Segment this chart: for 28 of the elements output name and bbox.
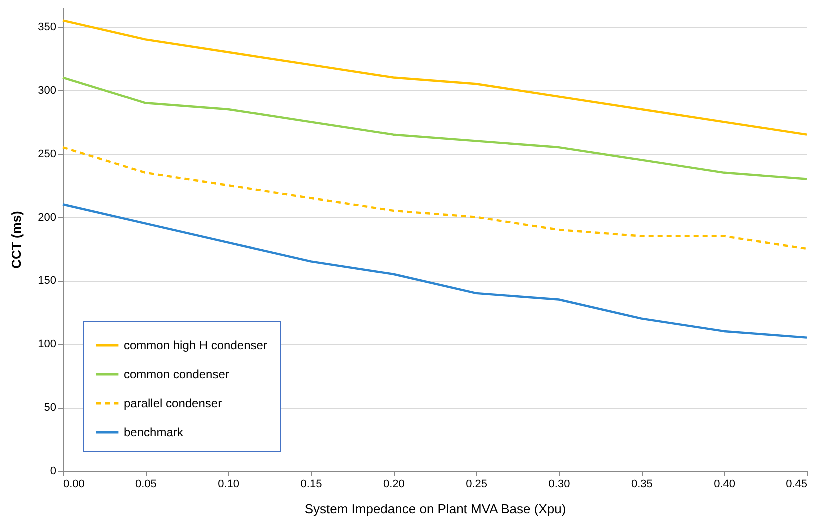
y-tick-label: 350 — [38, 22, 56, 34]
line-series — [62, 20, 808, 136]
y-tick-label: 100 — [38, 338, 56, 351]
y-tick-label: 50 — [44, 402, 56, 414]
x-tick-label: 0.15 — [300, 478, 322, 490]
legend-label: parallel condenser — [124, 396, 222, 410]
y-tick-label: 250 — [38, 148, 56, 160]
x-tick-label: 0.05 — [135, 478, 157, 490]
x-axis-title: System Impedance on Plant MVA Base (Xpu) — [304, 502, 566, 516]
x-tick-label: 0.30 — [548, 478, 570, 490]
y-tick-label: 300 — [38, 84, 56, 97]
line-series — [62, 76, 808, 180]
x-tick-label: 0.45 — [786, 478, 808, 490]
y-tick-label: 0 — [50, 466, 56, 478]
y-axis-title: CCT (ms) — [9, 211, 24, 269]
y-tick-label: 150 — [38, 275, 56, 288]
x-tick-label: 0.25 — [466, 478, 488, 490]
line-series — [62, 146, 808, 250]
line-series — [62, 204, 808, 339]
y-tick-label: 200 — [38, 212, 56, 224]
x-tick-label: 0.35 — [631, 478, 653, 490]
x-tick-label: 0.20 — [383, 478, 405, 490]
x-tick-label: 0.00 — [64, 478, 85, 490]
x-tick-label: 0.40 — [714, 478, 736, 490]
legend-label: benchmark — [124, 426, 184, 440]
legend-label: common high H condenser — [124, 338, 268, 352]
legend-label: common condenser — [124, 368, 230, 382]
x-tick-label: 0.10 — [218, 478, 240, 490]
